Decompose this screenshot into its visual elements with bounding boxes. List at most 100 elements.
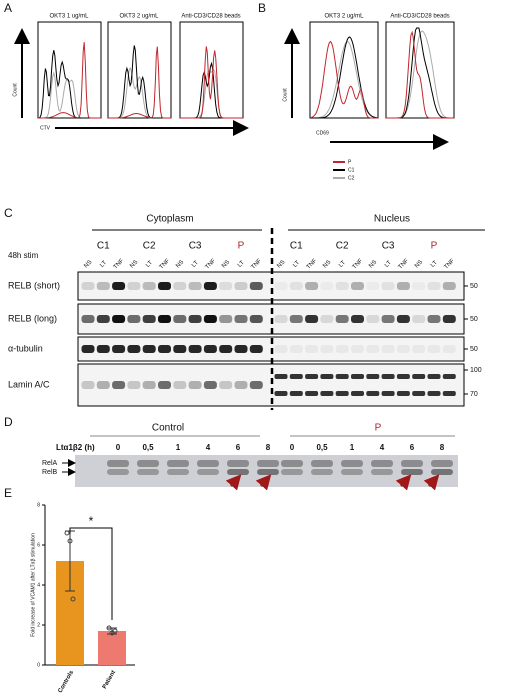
lane-label: NS <box>221 259 231 269</box>
blot-band <box>320 391 334 396</box>
gel-band <box>281 460 303 467</box>
blot-band <box>219 282 233 290</box>
blot-band <box>305 315 319 323</box>
blot-band <box>305 391 319 396</box>
blot-band <box>289 282 303 290</box>
histogram-curve <box>37 50 101 119</box>
significance-star: * <box>89 514 94 528</box>
blot-band <box>320 282 334 290</box>
time-label: 0,5 <box>142 443 154 452</box>
blot-band <box>396 345 410 353</box>
y-axis-label: Count <box>12 83 18 97</box>
blot-band <box>366 315 380 323</box>
panel-label: A <box>4 1 12 15</box>
lane-label: TNF <box>443 258 456 271</box>
blot-band <box>289 391 303 396</box>
histogram-box <box>385 21 455 119</box>
y-axis-label: Fold increase of VCAM1 after LTαβ stimul… <box>30 533 36 637</box>
lane-label: NS <box>175 259 185 269</box>
blot-band <box>127 381 141 389</box>
gel-band <box>281 469 303 475</box>
blot-band <box>351 282 364 290</box>
blot-band <box>427 282 441 290</box>
blot-band <box>234 345 248 353</box>
blot-band <box>158 345 171 353</box>
size-marker: 50 <box>470 346 478 353</box>
blot-band <box>127 282 141 290</box>
y-tick-label: 6 <box>37 542 40 548</box>
blot-band <box>234 282 248 290</box>
lane-label: NS <box>368 259 378 269</box>
gel-band <box>137 469 159 475</box>
time-label: 4 <box>206 443 211 452</box>
lane-label: TNF <box>205 258 218 271</box>
blot-band <box>335 345 349 353</box>
group-label: C3 <box>189 241 202 252</box>
data-point <box>67 538 73 544</box>
blot-band <box>381 374 395 379</box>
blot-band <box>274 374 288 379</box>
blot-band <box>234 315 248 323</box>
gel-band <box>257 469 279 475</box>
row-label: RELB (short) <box>8 280 60 290</box>
gel-band <box>197 460 219 467</box>
blot-band <box>412 345 426 353</box>
histogram-curve <box>180 46 243 119</box>
blot-band <box>127 315 141 323</box>
histogram-curve <box>38 42 101 119</box>
blot-band <box>203 345 217 353</box>
blot-band <box>381 391 395 396</box>
blot-band <box>412 374 426 379</box>
blot-band <box>305 345 319 353</box>
blot-band <box>442 282 456 290</box>
x-tick-label: Patient <box>102 670 117 690</box>
histogram-title: OKT3 2 ug/mL <box>119 14 159 20</box>
blot-band <box>396 315 410 323</box>
blot-band <box>203 282 217 290</box>
blot-band <box>158 315 171 323</box>
blot-band <box>335 374 349 379</box>
blot-band <box>351 391 364 396</box>
size-marker: 50 <box>470 316 478 323</box>
time-label: 0 <box>290 443 295 452</box>
lane-label: NS <box>83 259 93 269</box>
y-tick-label: 0 <box>37 662 40 668</box>
blot-band <box>203 315 217 323</box>
gel-band <box>371 460 393 467</box>
time-label: 4 <box>380 443 385 452</box>
blot-band <box>188 315 202 323</box>
histogram-title: Anti-CD3/CD28 beads <box>390 14 449 20</box>
blot-band <box>249 315 263 323</box>
blot-band <box>412 391 426 396</box>
size-marker: 70 <box>470 391 478 398</box>
section-title: Nucleus <box>374 214 410 225</box>
y-tick-label: 8 <box>37 502 40 508</box>
gel-band <box>311 460 333 467</box>
gel-band <box>227 460 249 467</box>
histogram-curve <box>386 30 454 119</box>
panel-label: C <box>4 206 13 220</box>
blot-band <box>366 374 380 379</box>
blot-band <box>112 282 126 290</box>
panel-label: E <box>4 486 12 500</box>
blot-band <box>142 345 156 353</box>
size-marker: 100 <box>470 367 482 374</box>
blot-band <box>142 381 156 389</box>
time-label: 1 <box>350 443 355 452</box>
time-label: 8 <box>440 443 445 452</box>
histogram-curve <box>310 36 379 119</box>
blot-band <box>289 345 303 353</box>
blot-band <box>249 345 263 353</box>
blot-band <box>396 391 410 396</box>
stim-label: 48h stim <box>8 251 39 260</box>
blot-band <box>96 345 110 353</box>
histogram-title: OKT3 1 ug/mL <box>49 14 89 20</box>
blot-band <box>442 391 456 396</box>
blot-band <box>320 315 334 323</box>
lane-label: LT <box>237 260 246 269</box>
row-label: RELB (long) <box>8 313 57 323</box>
x-axis-label: CTV <box>40 125 51 131</box>
blot-band <box>442 345 456 353</box>
blot-band <box>158 381 171 389</box>
lane-label: NS <box>414 259 424 269</box>
